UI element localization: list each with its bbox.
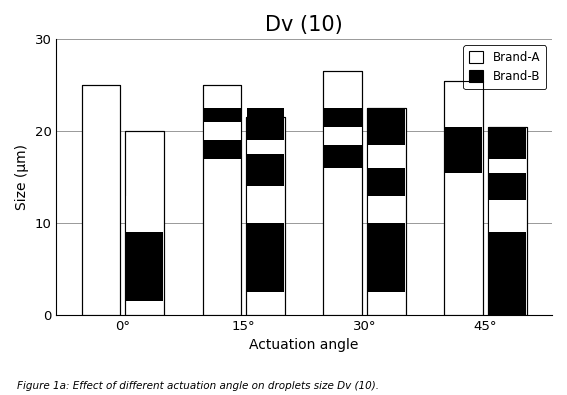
Bar: [489, 127, 526, 315]
Bar: [367, 196, 405, 223]
Bar: [125, 131, 164, 315]
Bar: [125, 131, 164, 315]
Bar: [324, 108, 362, 168]
Text: Figure 1a: Effect of different actuation angle on droplets size Dv (10).: Figure 1a: Effect of different actuation…: [17, 381, 379, 391]
Y-axis label: Size (μm): Size (μm): [15, 144, 29, 210]
Bar: [367, 108, 406, 315]
Bar: [489, 159, 526, 173]
Bar: [202, 85, 242, 315]
Bar: [246, 117, 285, 315]
Bar: [445, 81, 483, 315]
Bar: [324, 127, 362, 145]
Bar: [489, 200, 526, 232]
X-axis label: Actuation angle: Actuation angle: [249, 339, 359, 352]
Legend: Brand-A, Brand-B: Brand-A, Brand-B: [463, 45, 546, 89]
Bar: [324, 71, 362, 315]
Bar: [488, 127, 527, 315]
Bar: [247, 186, 284, 223]
Bar: [126, 196, 163, 232]
Bar: [82, 85, 120, 315]
Bar: [488, 127, 527, 315]
Bar: [367, 108, 406, 315]
Bar: [445, 127, 483, 173]
Bar: [82, 85, 120, 315]
Bar: [247, 108, 284, 292]
Bar: [246, 117, 285, 315]
Bar: [324, 71, 362, 315]
Title: Dv (10): Dv (10): [265, 15, 343, 35]
Bar: [203, 108, 240, 159]
Bar: [445, 81, 483, 315]
Bar: [247, 140, 284, 154]
Bar: [203, 122, 240, 140]
Bar: [367, 108, 405, 292]
Bar: [367, 145, 405, 168]
Bar: [202, 85, 242, 315]
Bar: [126, 196, 163, 301]
